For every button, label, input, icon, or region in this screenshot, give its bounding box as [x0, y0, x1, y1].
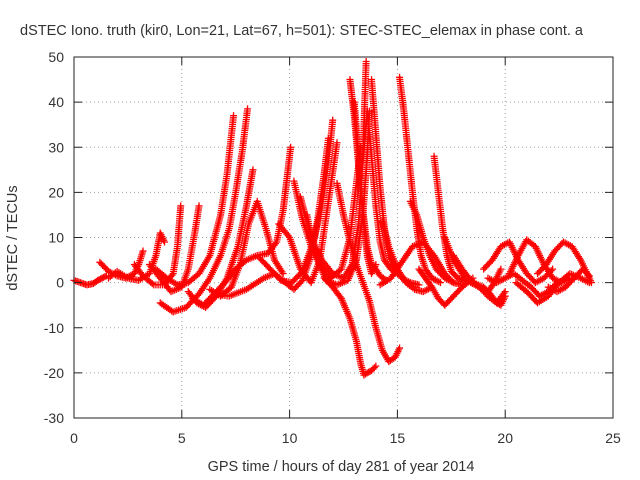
- data-point: [287, 143, 295, 151]
- data-point: [587, 279, 595, 287]
- data-points: [70, 58, 595, 379]
- data-point: [279, 270, 287, 278]
- y-tick-label: 40: [48, 94, 64, 110]
- data-point: [437, 279, 445, 287]
- data-point: [168, 271, 176, 279]
- x-tick-label: 25: [605, 430, 621, 446]
- data-point: [501, 292, 509, 300]
- data-point: [497, 265, 505, 273]
- x-tick-label: 10: [282, 430, 298, 446]
- y-tick-label: 10: [48, 230, 64, 246]
- tick-labels: 0 5 10 15 20 25 -30 -20 -10 0 10 20 30 40 50: [44, 49, 621, 446]
- data-point: [370, 364, 378, 372]
- x-axis-label: GPS time / hours of day 281 of year 2014: [208, 459, 475, 475]
- data-point: [585, 272, 593, 280]
- x-tick-label: 20: [497, 430, 513, 446]
- data-point: [584, 271, 592, 279]
- x-tick-label: 15: [390, 430, 406, 446]
- x-tick-label: 5: [178, 430, 186, 446]
- data-point: [362, 58, 370, 66]
- y-axis-label: dSTEC / TECUs: [5, 185, 21, 290]
- data-point: [249, 166, 257, 174]
- data-point: [329, 116, 337, 124]
- data-point: [177, 202, 185, 210]
- y-tick-label: 0: [56, 275, 64, 291]
- data-point: [195, 202, 203, 210]
- data-point: [297, 278, 305, 286]
- y-tick-label: -10: [44, 320, 64, 336]
- y-tick-label: 30: [48, 139, 64, 155]
- data-point: [230, 112, 238, 120]
- y-tick-label: 50: [48, 49, 64, 65]
- data-point: [415, 281, 423, 289]
- data-point: [396, 344, 404, 352]
- x-tick-label: 0: [70, 430, 78, 446]
- axis-ticks: [73, 56, 614, 419]
- data-point: [333, 139, 341, 147]
- data-point: [372, 362, 380, 370]
- data-point: [161, 238, 169, 246]
- y-tick-label: 20: [48, 184, 64, 200]
- data-point: [139, 247, 147, 255]
- chart-title: dSTEC Iono. truth (kir0, Lon=21, Lat=67,…: [20, 23, 584, 39]
- y-tick-label: -20: [44, 365, 64, 381]
- y-tick-label: -30: [44, 410, 64, 426]
- data-point: [244, 105, 252, 113]
- data-point: [148, 280, 156, 288]
